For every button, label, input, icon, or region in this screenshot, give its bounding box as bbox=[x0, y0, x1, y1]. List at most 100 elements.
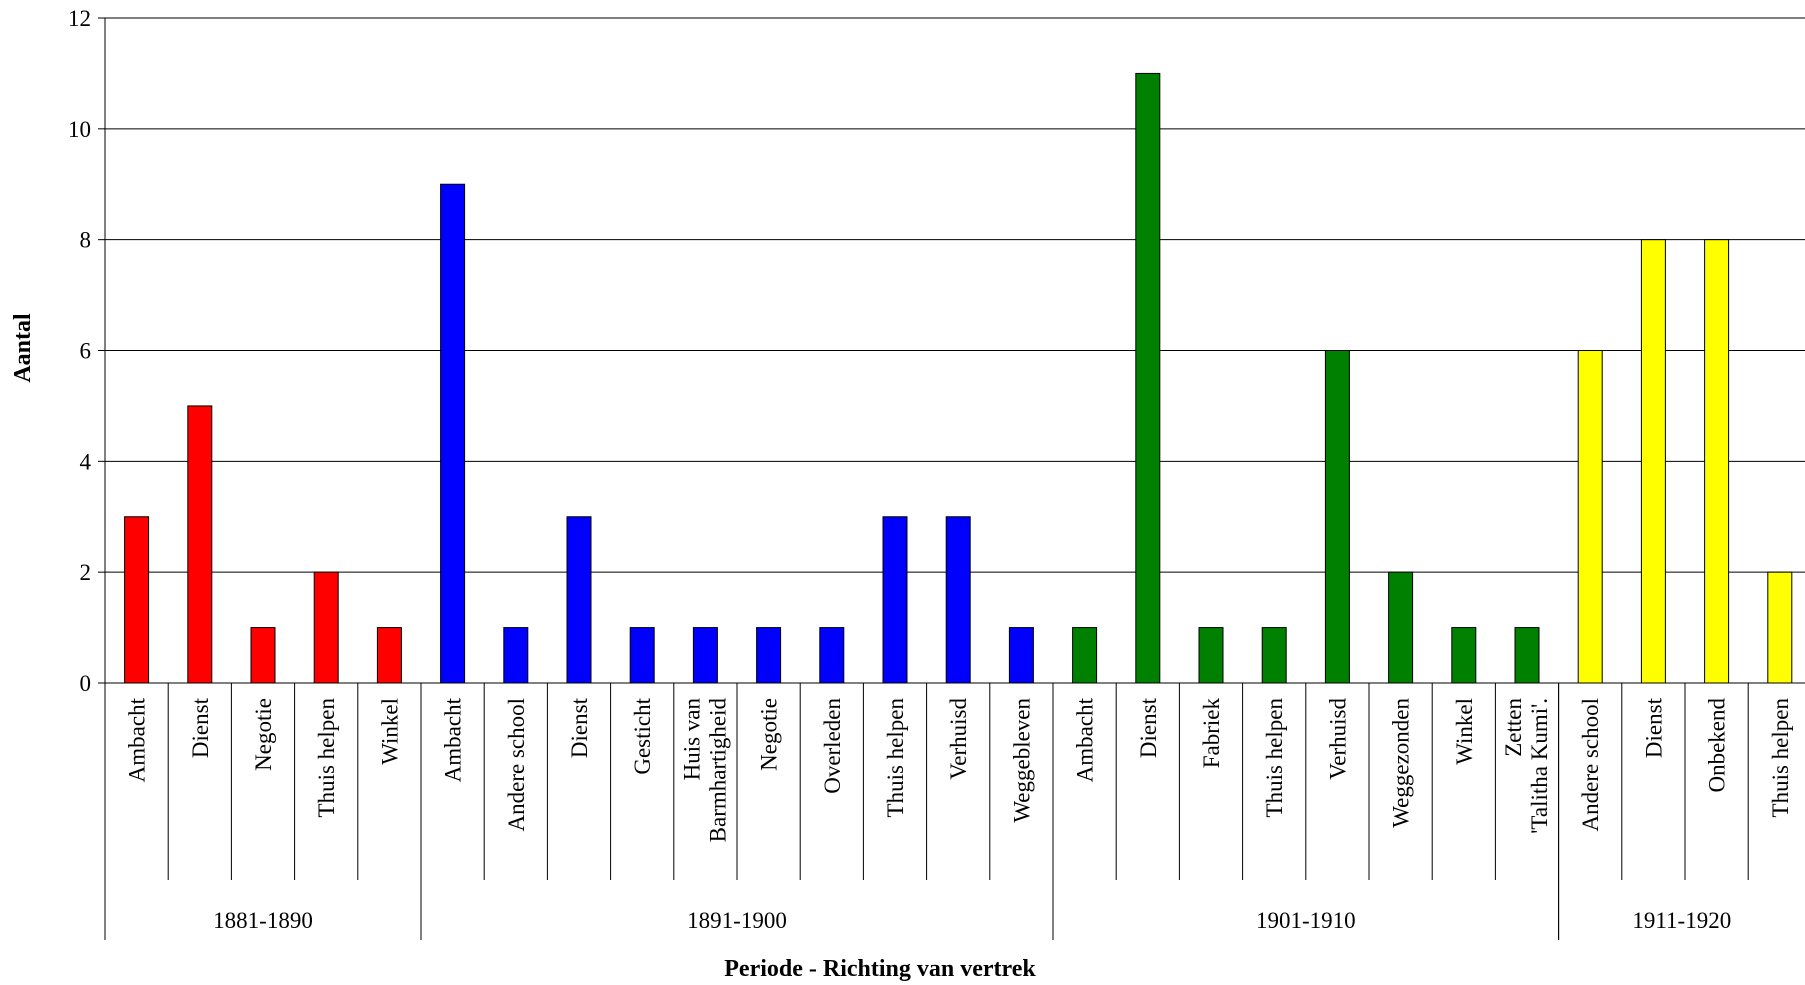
category-label-line: Barmhartigheid bbox=[705, 698, 730, 843]
category-label: Huis vanBarmhartigheid bbox=[679, 698, 730, 843]
category-label-line: Huis van bbox=[679, 698, 704, 781]
group-label: 1891-1900 bbox=[687, 908, 787, 933]
bars bbox=[124, 72, 1793, 684]
category-label-line: Negotie bbox=[251, 698, 276, 771]
category-label-line: Onbekend bbox=[1705, 698, 1730, 793]
bar bbox=[1135, 72, 1161, 684]
bar bbox=[1451, 627, 1477, 684]
bar bbox=[566, 516, 592, 684]
category-label-line: Thuis helpen bbox=[883, 698, 908, 818]
category-label-line: Dienst bbox=[1136, 697, 1161, 758]
category-label: Dienst bbox=[567, 697, 592, 758]
bar bbox=[124, 516, 150, 684]
bar bbox=[1198, 627, 1224, 684]
category-label-line: Weggezonden bbox=[1389, 698, 1414, 828]
category-label: Dienst bbox=[1641, 697, 1666, 758]
category-label: Overleden bbox=[820, 698, 845, 794]
bar bbox=[440, 183, 466, 684]
category-label: Thuis helpen bbox=[314, 698, 339, 818]
y-tick-label: 6 bbox=[80, 339, 92, 364]
category-label-line: Zetten bbox=[1501, 698, 1526, 757]
category-label-line: Winkel bbox=[377, 698, 402, 765]
y-tick-label: 8 bbox=[80, 228, 92, 253]
group-label: 1911-1920 bbox=[1632, 908, 1731, 933]
category-label: Ambacht bbox=[125, 697, 150, 782]
bar bbox=[1767, 571, 1793, 684]
category-label-line: Winkel bbox=[1452, 698, 1477, 765]
bar bbox=[1388, 571, 1414, 684]
category-label: Thuis helpen bbox=[1768, 698, 1793, 818]
category-label-line: Overleden bbox=[820, 698, 845, 794]
category-label: Winkel bbox=[377, 698, 402, 765]
y-tick-label: 10 bbox=[68, 117, 91, 142]
category-label: Andere school bbox=[504, 698, 529, 832]
category-label-line: Dienst bbox=[188, 697, 213, 758]
group-label: 1901-1910 bbox=[1256, 908, 1356, 933]
bar bbox=[819, 627, 845, 684]
y-tick-label: 2 bbox=[80, 560, 92, 585]
category-label-line: Fabriek bbox=[1199, 698, 1224, 769]
bar bbox=[1640, 239, 1666, 684]
bar bbox=[1072, 627, 1098, 684]
category-label-line: Verhuisd bbox=[1325, 698, 1350, 780]
category-label: Negotie bbox=[757, 698, 782, 771]
axes bbox=[98, 17, 1805, 940]
labels: 0 2 4 6 8 10 12 Ambacht Dienst Negotie Thuis helpe… bbox=[68, 6, 1793, 933]
category-label-line: Gesticht bbox=[630, 697, 655, 774]
bar bbox=[376, 627, 402, 684]
bar bbox=[503, 627, 529, 684]
category-label-line: 'Talitha Kumi'. bbox=[1527, 698, 1552, 834]
category-label-line: Negotie bbox=[757, 698, 782, 771]
category-label: Winkel bbox=[1452, 698, 1477, 765]
category-label: Ambacht bbox=[1073, 697, 1098, 782]
category-label: Gesticht bbox=[630, 697, 655, 774]
category-label-line: Ambacht bbox=[441, 697, 466, 782]
y-tick-label: 4 bbox=[80, 449, 92, 474]
category-label: Dienst bbox=[188, 697, 213, 758]
category-label: Andere school bbox=[1578, 698, 1603, 832]
bar bbox=[692, 627, 718, 684]
category-label-line: Thuis helpen bbox=[314, 698, 339, 818]
category-label: Fabriek bbox=[1199, 698, 1224, 769]
bar bbox=[250, 627, 276, 684]
bar bbox=[756, 627, 782, 684]
category-label-line: Dienst bbox=[1641, 697, 1666, 758]
y-tick-label: 12 bbox=[68, 6, 91, 31]
y-axis-title: Aantal bbox=[10, 313, 36, 383]
gridlines bbox=[105, 17, 1805, 573]
category-label: Negotie bbox=[251, 698, 276, 771]
y-tick-label: 0 bbox=[80, 671, 92, 696]
bar bbox=[1324, 350, 1350, 684]
category-label: Onbekend bbox=[1705, 698, 1730, 793]
category-label-line: Ambacht bbox=[1073, 697, 1098, 782]
category-label: Weggezonden bbox=[1389, 698, 1414, 828]
bar bbox=[629, 627, 655, 684]
category-label-line: Thuis helpen bbox=[1262, 698, 1287, 818]
bar bbox=[313, 571, 339, 684]
category-label: Thuis helpen bbox=[883, 698, 908, 818]
bar bbox=[1704, 239, 1730, 684]
category-label-line: Andere school bbox=[504, 698, 529, 832]
category-label: Thuis helpen bbox=[1262, 698, 1287, 818]
category-label: Verhuisd bbox=[946, 698, 971, 780]
group-label: 1881-1890 bbox=[213, 908, 313, 933]
category-label-line: Weggebleven bbox=[1009, 698, 1034, 823]
category-label-line: Verhuisd bbox=[946, 698, 971, 780]
category-label: Zetten'Talitha Kumi'. bbox=[1501, 698, 1552, 834]
bar bbox=[1577, 350, 1603, 684]
category-label-line: Dienst bbox=[567, 697, 592, 758]
category-label: Dienst bbox=[1136, 697, 1161, 758]
category-label-line: Thuis helpen bbox=[1768, 698, 1793, 818]
category-label: Weggebleven bbox=[1009, 698, 1034, 823]
x-axis-title: Periode - Richting van vertrek bbox=[724, 956, 1036, 982]
category-label: Verhuisd bbox=[1325, 698, 1350, 780]
bar bbox=[187, 405, 213, 684]
bar bbox=[882, 516, 908, 684]
bar bbox=[1261, 627, 1287, 684]
category-label-line: Andere school bbox=[1578, 698, 1603, 832]
category-label-line: Ambacht bbox=[125, 697, 150, 782]
bar bbox=[1008, 627, 1034, 684]
bar bbox=[945, 516, 971, 684]
bar bbox=[1514, 627, 1540, 684]
